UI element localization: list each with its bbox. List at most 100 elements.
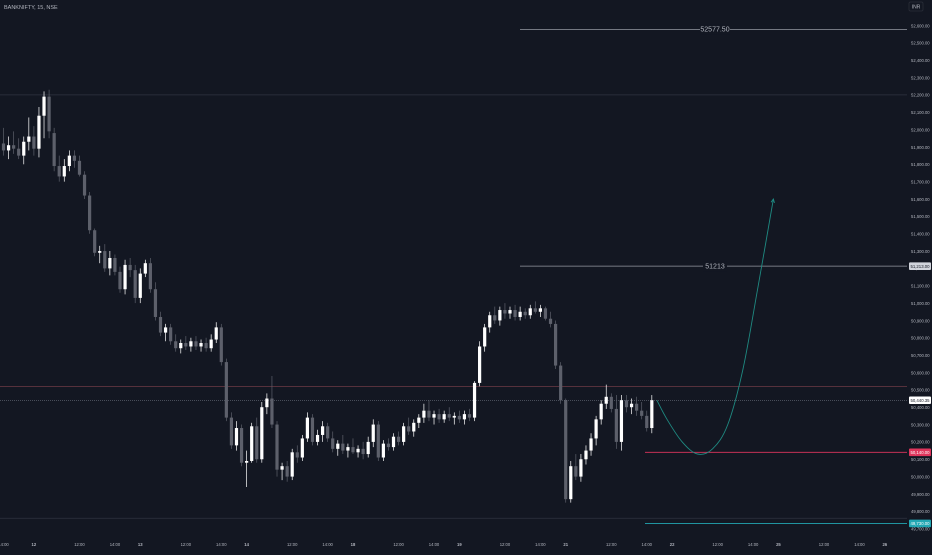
- candle[interactable]: [320, 421, 325, 442]
- candle[interactable]: [488, 311, 492, 333]
- candle[interactable]: [326, 422, 330, 442]
- candle[interactable]: [579, 454, 583, 482]
- candle[interactable]: [564, 398, 568, 503]
- candle[interactable]: [179, 339, 183, 354]
- candle[interactable]: [356, 445, 360, 458]
- time-axis[interactable]: 14:00 12 12:00 14:00 13 12:00 14:00 14 12:00 14:0…: [0, 542, 888, 547]
- candle[interactable]: [280, 462, 284, 481]
- candle[interactable]: [619, 395, 624, 451]
- candle[interactable]: [275, 421, 279, 477]
- candle[interactable]: [118, 266, 122, 293]
- candle[interactable]: [381, 440, 385, 461]
- candle[interactable]: [234, 421, 239, 451]
- candle[interactable]: [32, 126, 36, 156]
- candle[interactable]: [229, 412, 234, 449]
- candle[interactable]: [158, 311, 163, 337]
- candle[interactable]: [548, 311, 553, 328]
- candle[interactable]: [432, 410, 436, 425]
- candle[interactable]: [285, 460, 289, 482]
- candle[interactable]: [523, 308, 527, 319]
- candle[interactable]: [22, 136, 26, 165]
- candle[interactable]: [88, 192, 92, 234]
- candle[interactable]: [412, 419, 416, 437]
- candle[interactable]: [93, 228, 97, 257]
- candle[interactable]: [559, 362, 563, 404]
- candle[interactable]: [599, 400, 603, 425]
- candle[interactable]: [143, 259, 147, 278]
- candle[interactable]: [163, 323, 168, 342]
- candle[interactable]: [153, 282, 158, 321]
- candle[interactable]: [462, 410, 467, 425]
- candle[interactable]: [189, 337, 193, 352]
- candle[interactable]: [457, 410, 461, 423]
- candle[interactable]: [371, 419, 375, 448]
- mid-target-label[interactable]: 51213: [705, 263, 725, 270]
- candle[interactable]: [346, 443, 350, 458]
- candle[interactable]: [452, 412, 456, 425]
- candle[interactable]: [508, 306, 512, 319]
- candle[interactable]: [224, 358, 228, 422]
- candle[interactable]: [493, 306, 497, 324]
- candle[interactable]: [245, 450, 249, 488]
- candle[interactable]: [62, 159, 66, 182]
- candle[interactable]: [614, 395, 618, 449]
- candle[interactable]: [472, 381, 477, 422]
- candle[interactable]: [640, 401, 644, 420]
- candle[interactable]: [123, 259, 127, 295]
- candle[interactable]: [295, 445, 299, 463]
- candle[interactable]: [174, 334, 178, 352]
- candle[interactable]: [604, 384, 608, 409]
- candle[interactable]: [239, 424, 244, 467]
- candle[interactable]: [442, 410, 446, 423]
- candle[interactable]: [204, 337, 208, 352]
- candle[interactable]: [422, 403, 426, 423]
- candle[interactable]: [366, 436, 370, 458]
- candle[interactable]: [37, 107, 41, 158]
- candle[interactable]: [128, 257, 132, 278]
- candle[interactable]: [305, 412, 309, 442]
- target-label[interactable]: 52577.50: [700, 27, 729, 34]
- candle[interactable]: [609, 393, 613, 413]
- candle[interactable]: [67, 150, 71, 172]
- candle[interactable]: [437, 408, 441, 423]
- candle[interactable]: [6, 136, 11, 160]
- candle[interactable]: [209, 334, 213, 352]
- candle[interactable]: [650, 395, 654, 434]
- candle[interactable]: [52, 127, 56, 172]
- candle[interactable]: [250, 422, 254, 463]
- candle[interactable]: [199, 339, 203, 352]
- candle[interactable]: [47, 89, 51, 139]
- candle[interactable]: [513, 304, 517, 321]
- candle[interactable]: [27, 117, 31, 151]
- candle[interactable]: [396, 431, 401, 446]
- candle[interactable]: [361, 441, 365, 460]
- candle[interactable]: [538, 304, 542, 317]
- candle[interactable]: [594, 415, 598, 446]
- candle[interactable]: [624, 395, 629, 413]
- candle[interactable]: [629, 398, 634, 415]
- candle[interactable]: [260, 401, 264, 463]
- candle[interactable]: [391, 433, 396, 451]
- candle[interactable]: [310, 414, 315, 446]
- candle[interactable]: [376, 421, 380, 461]
- candle[interactable]: [498, 306, 502, 326]
- candle[interactable]: [386, 438, 391, 451]
- candle[interactable]: [543, 306, 548, 321]
- candle[interactable]: [315, 429, 320, 446]
- candle[interactable]: [503, 303, 507, 319]
- candle[interactable]: [1, 127, 6, 156]
- candle[interactable]: [584, 445, 588, 465]
- candle[interactable]: [255, 417, 259, 463]
- candle[interactable]: [42, 91, 46, 139]
- candle[interactable]: [635, 396, 639, 416]
- candle[interactable]: [417, 414, 421, 429]
- candle[interactable]: [17, 138, 21, 160]
- candle[interactable]: [194, 336, 198, 350]
- candle[interactable]: [407, 417, 411, 435]
- candle[interactable]: [341, 434, 345, 455]
- candle[interactable]: [57, 155, 61, 182]
- candle[interactable]: [331, 431, 335, 453]
- candle[interactable]: [402, 422, 406, 446]
- candle[interactable]: [108, 251, 112, 276]
